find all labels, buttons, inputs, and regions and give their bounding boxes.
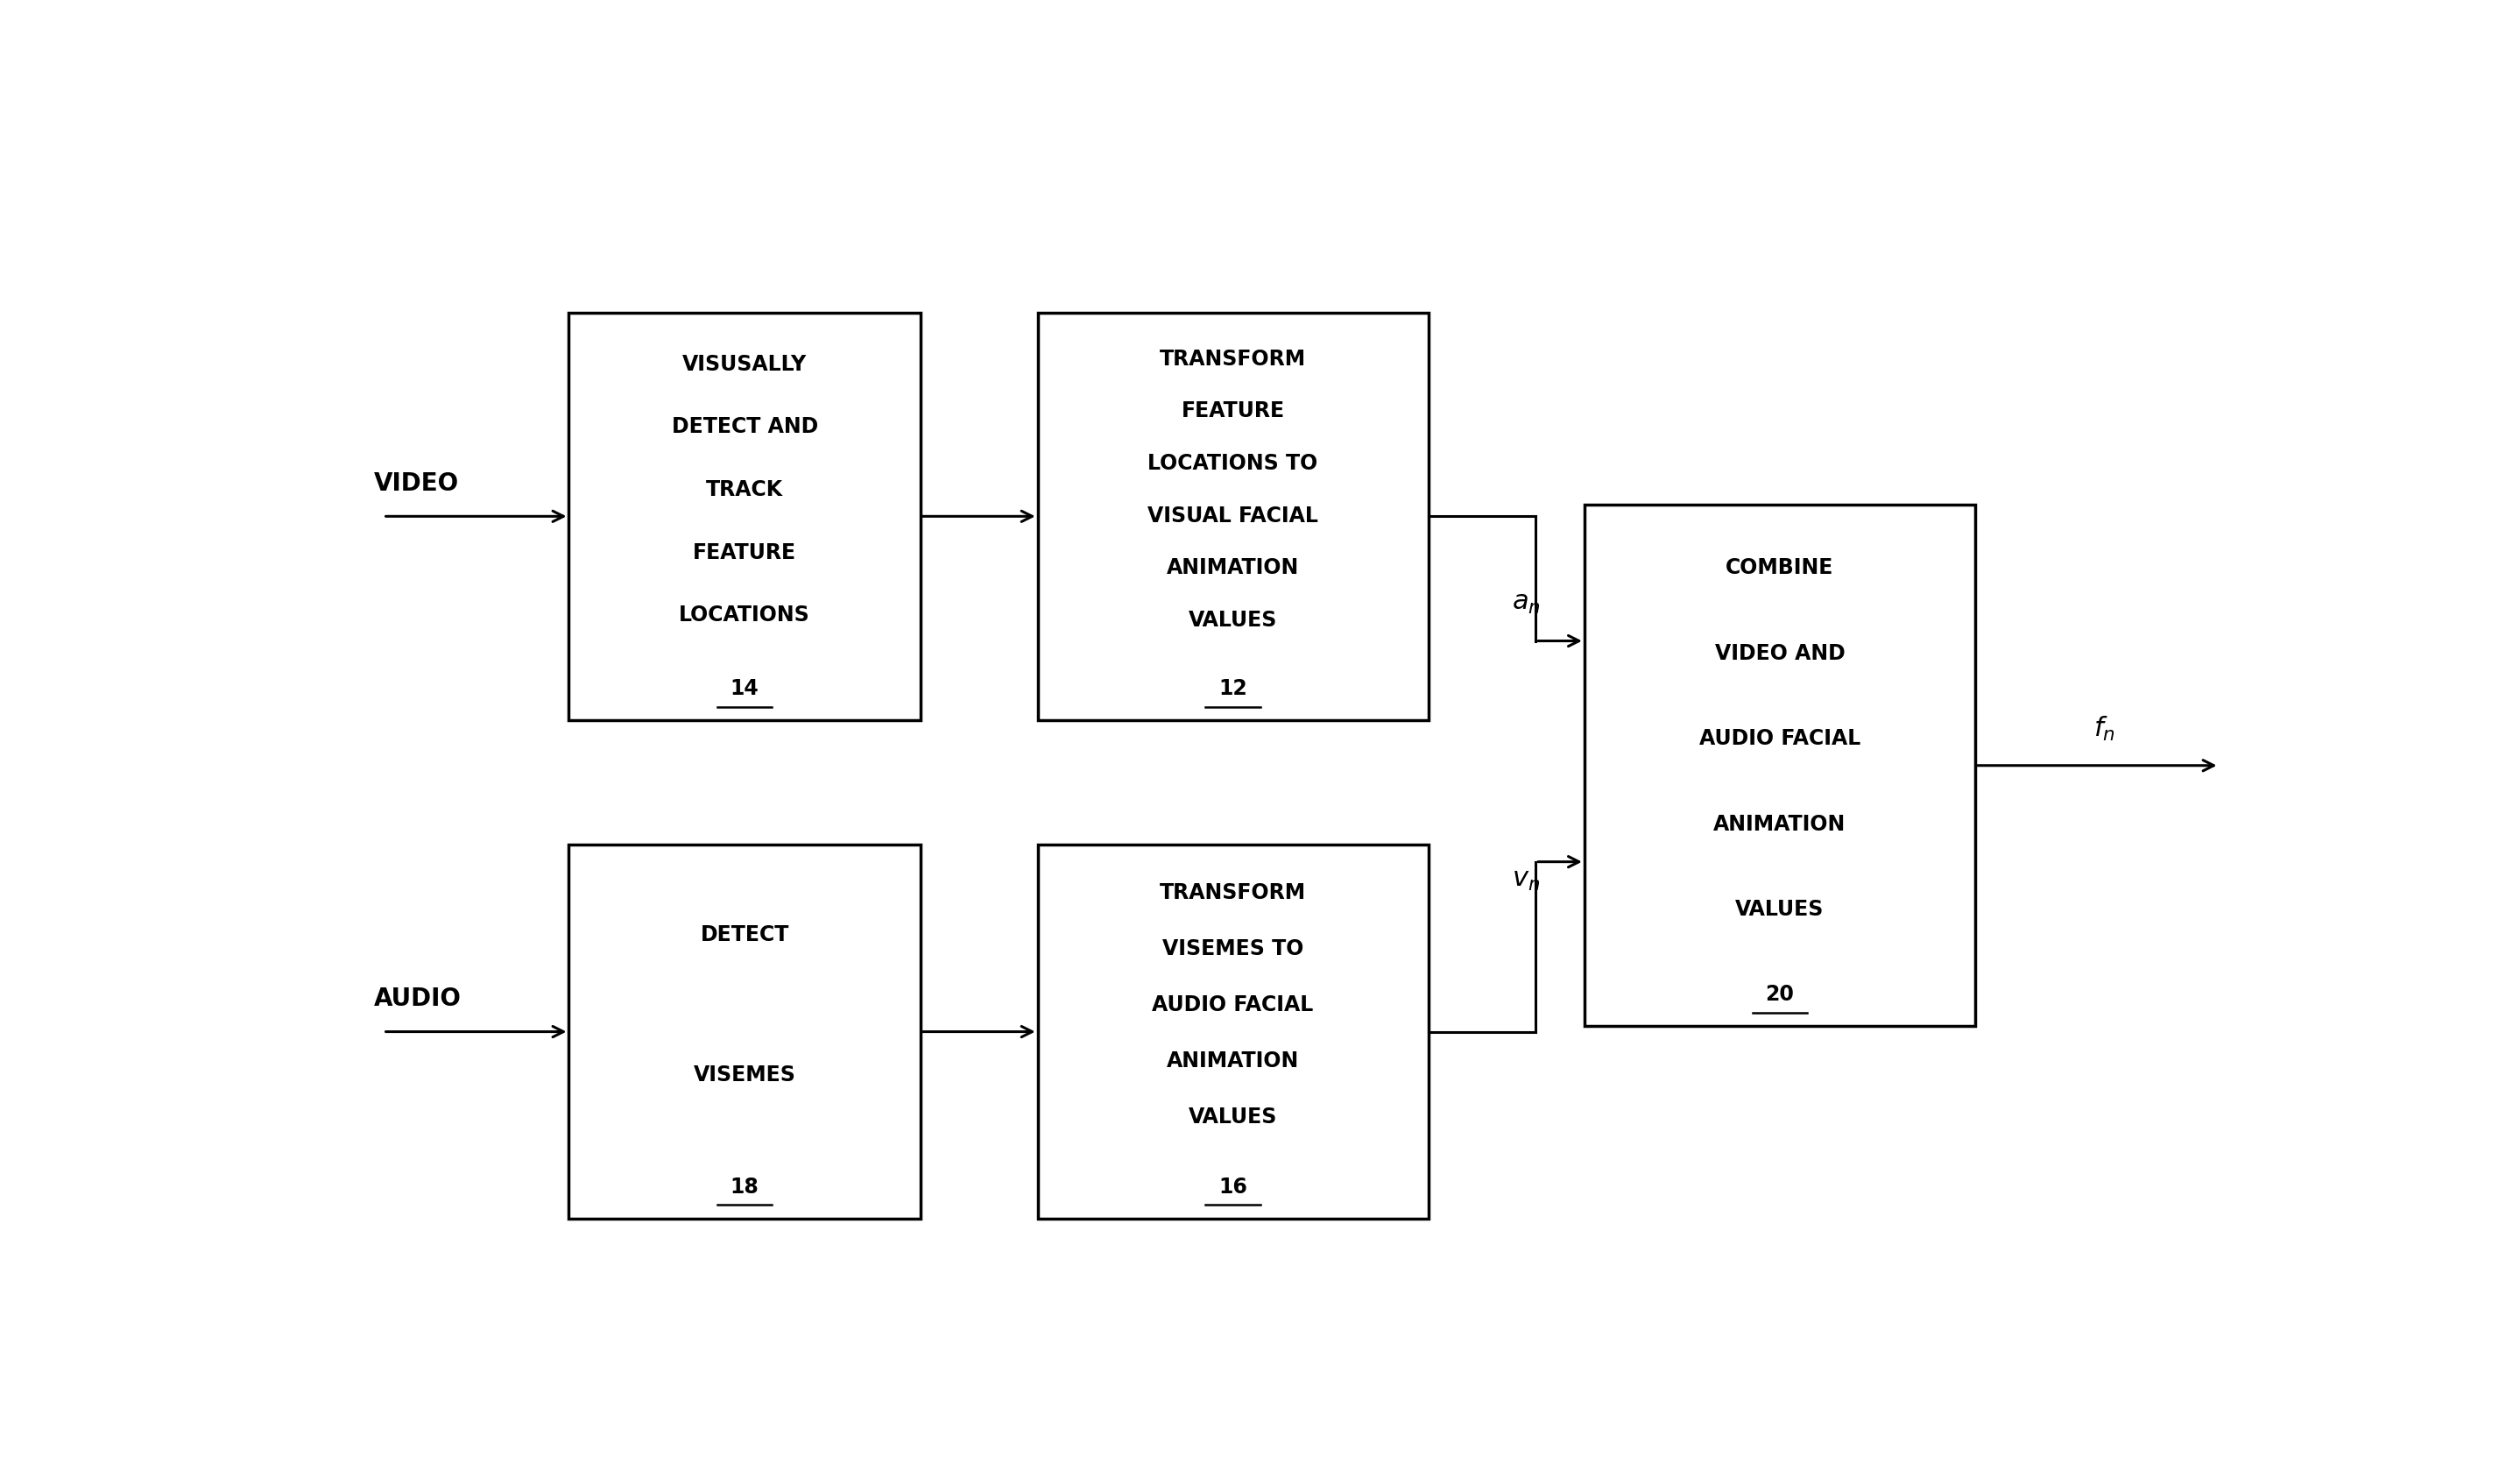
FancyBboxPatch shape [1038, 312, 1429, 721]
Text: VALUES: VALUES [1189, 1106, 1278, 1127]
FancyBboxPatch shape [570, 312, 920, 721]
Text: 20: 20 [1767, 984, 1794, 1005]
Text: AUDIO FACIAL: AUDIO FACIAL [1152, 994, 1313, 1015]
Text: VISEMES TO: VISEMES TO [1162, 938, 1303, 959]
Text: VIDEO: VIDEO [373, 471, 459, 496]
Text: 18: 18 [731, 1177, 759, 1197]
Text: DETECT: DETECT [701, 925, 789, 946]
Text: VISUAL FACIAL: VISUAL FACIAL [1147, 506, 1318, 527]
Text: FEATURE: FEATURE [1182, 400, 1285, 422]
Text: AUDIO FACIAL: AUDIO FACIAL [1698, 728, 1860, 749]
Text: VALUES: VALUES [1189, 610, 1278, 631]
FancyBboxPatch shape [570, 844, 920, 1218]
Text: 12: 12 [1220, 678, 1247, 699]
Text: ANIMATION: ANIMATION [1167, 558, 1300, 578]
Text: $a_n$: $a_n$ [1512, 590, 1540, 616]
Text: DETECT AND: DETECT AND [670, 416, 819, 437]
Text: 14: 14 [731, 678, 759, 699]
Text: $f_n$: $f_n$ [2094, 715, 2114, 743]
Text: COMBINE: COMBINE [1726, 558, 1835, 578]
Text: VALUES: VALUES [1736, 899, 1824, 921]
Text: AUDIO: AUDIO [373, 987, 461, 1011]
Text: LOCATIONS TO: LOCATIONS TO [1147, 453, 1318, 474]
Text: VISUSALLY: VISUSALLY [683, 353, 806, 375]
Text: TRANSFORM: TRANSFORM [1159, 349, 1305, 369]
Text: FEATURE: FEATURE [693, 541, 796, 563]
Text: ANIMATION: ANIMATION [1714, 813, 1847, 836]
Text: TRACK: TRACK [706, 480, 784, 500]
Text: 16: 16 [1220, 1177, 1247, 1197]
FancyBboxPatch shape [1038, 844, 1429, 1218]
Text: LOCATIONS: LOCATIONS [678, 605, 811, 625]
Text: VISEMES: VISEMES [693, 1065, 796, 1086]
Text: ANIMATION: ANIMATION [1167, 1050, 1300, 1071]
Text: $v_n$: $v_n$ [1512, 868, 1540, 893]
Text: TRANSFORM: TRANSFORM [1159, 883, 1305, 903]
FancyBboxPatch shape [1585, 505, 1976, 1027]
Text: VIDEO AND: VIDEO AND [1714, 643, 1845, 663]
